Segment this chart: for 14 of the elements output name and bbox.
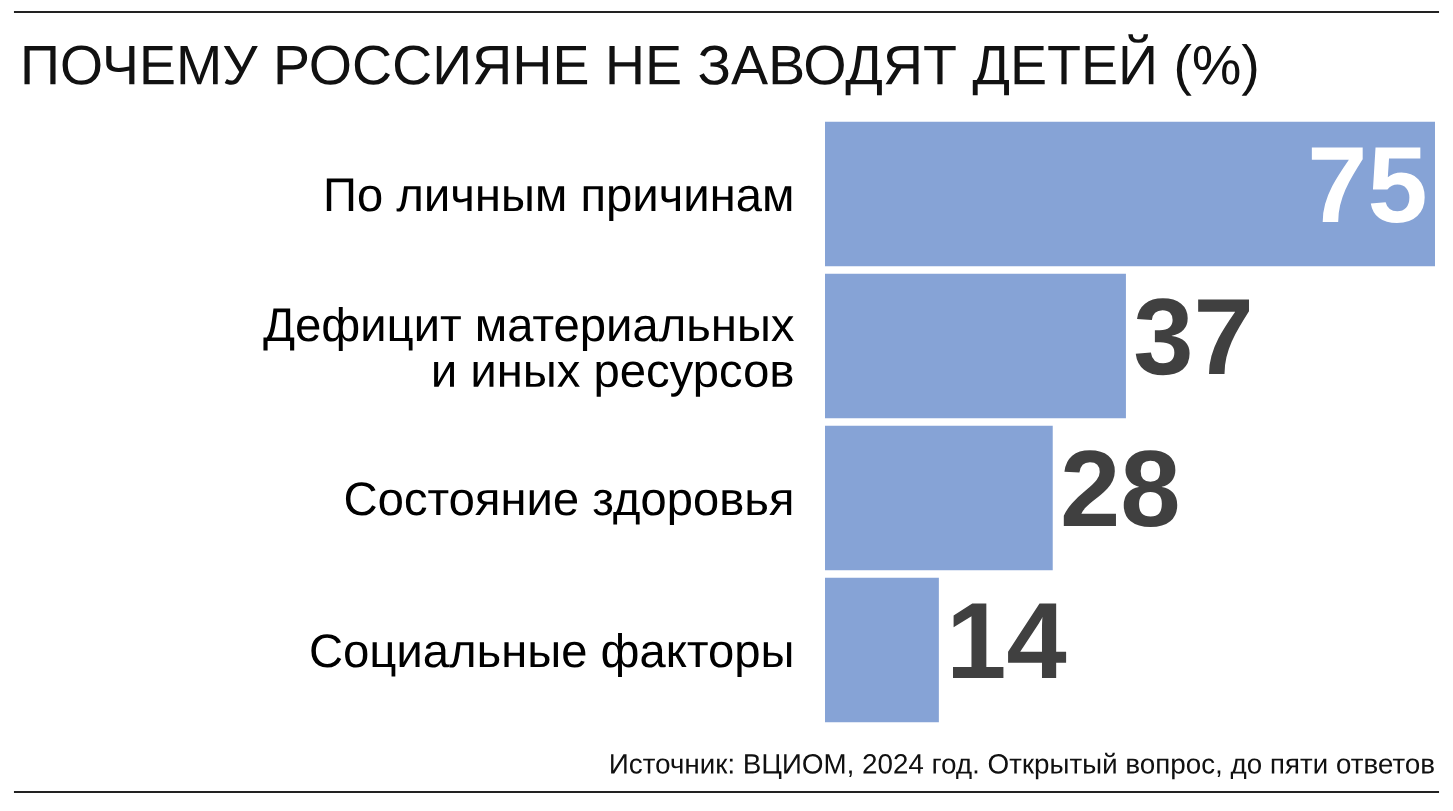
data-label: 37 bbox=[1135, 298, 1249, 376]
text: Источник: ВЦИОМ, 2024 год. Открытый вопрос, до пяти ответов bbox=[611, 752, 1434, 780]
y-tick-label: Социальные факторы bbox=[311, 632, 792, 677]
data-label: 75 bbox=[1311, 147, 1425, 224]
data-label: 14 bbox=[953, 603, 1067, 679]
bar bbox=[825, 425, 1053, 571]
data-label: 28 bbox=[1063, 450, 1178, 528]
y-tick-label: Состояние здоровья bbox=[345, 482, 792, 525]
y-tick-label: Дефицит материальных и иных ресурсов bbox=[263, 306, 794, 397]
y-tick-label: По личным причинам bbox=[326, 178, 792, 221]
chart-title: ПОЧЕМУ РОССИЯНЕ НЕ ЗАВОДЯТ ДЕТЕЙ (%) bbox=[24, 34, 1257, 96]
bar bbox=[825, 121, 1435, 267]
bar bbox=[825, 577, 939, 723]
bar bbox=[825, 273, 1126, 419]
